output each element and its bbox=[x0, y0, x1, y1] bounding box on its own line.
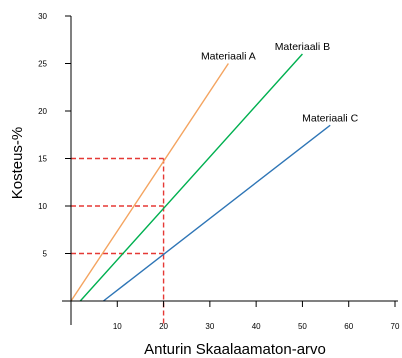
x-tick-label-20: 20 bbox=[159, 322, 168, 331]
series-labels: Materiaali A Materiaali B Materiaali C bbox=[201, 41, 359, 124]
y-tick-label-5: 5 bbox=[43, 250, 48, 259]
x-axis-title: Anturin Skaalaamaton-arvo bbox=[144, 341, 326, 358]
y-tick-label-15: 15 bbox=[38, 155, 47, 164]
x-tick-label-40: 40 bbox=[252, 322, 261, 331]
ticks bbox=[65, 15, 396, 307]
series-label-materiaali-b: Materiaali B bbox=[275, 41, 330, 53]
series-line-materiaali-b bbox=[79, 53, 303, 302]
x-tick-label-30: 30 bbox=[205, 322, 214, 331]
reference-lines bbox=[71, 157, 165, 325]
tick-labels: 5 10 15 20 25 30 10 20 30 40 50 60 70 bbox=[38, 12, 400, 331]
y-tick-label-30: 30 bbox=[38, 12, 47, 21]
x-tick-label-50: 50 bbox=[298, 322, 307, 331]
series-lines bbox=[70, 53, 331, 302]
x-tick-label-70: 70 bbox=[391, 322, 400, 331]
y-tick-label-20: 20 bbox=[38, 107, 47, 116]
series-line-materiaali-c bbox=[102, 124, 331, 302]
x-tick-label-10: 10 bbox=[113, 322, 122, 331]
series-label-materiaali-c: Materiaali C bbox=[302, 112, 358, 124]
y-tick-label-25: 25 bbox=[38, 60, 47, 69]
y-tick-label-10: 10 bbox=[38, 202, 47, 211]
series-line-materiaali-a bbox=[70, 63, 229, 302]
x-tick-label-60: 60 bbox=[344, 322, 353, 331]
axes bbox=[62, 16, 398, 325]
y-axis-title: Kosteus-% bbox=[9, 127, 26, 200]
series-label-materiaali-a: Materiaali A bbox=[201, 51, 256, 63]
